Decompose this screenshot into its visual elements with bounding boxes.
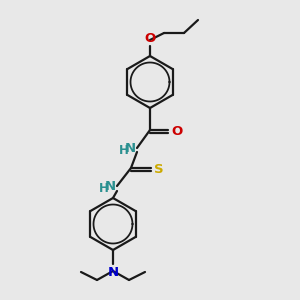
Text: N: N [105,179,116,193]
Text: H: H [119,145,129,158]
Text: H: H [99,182,109,196]
Text: O: O [171,125,182,138]
Text: N: N [125,142,136,154]
Text: N: N [107,266,118,279]
Text: S: S [154,163,164,176]
Text: O: O [144,32,156,45]
